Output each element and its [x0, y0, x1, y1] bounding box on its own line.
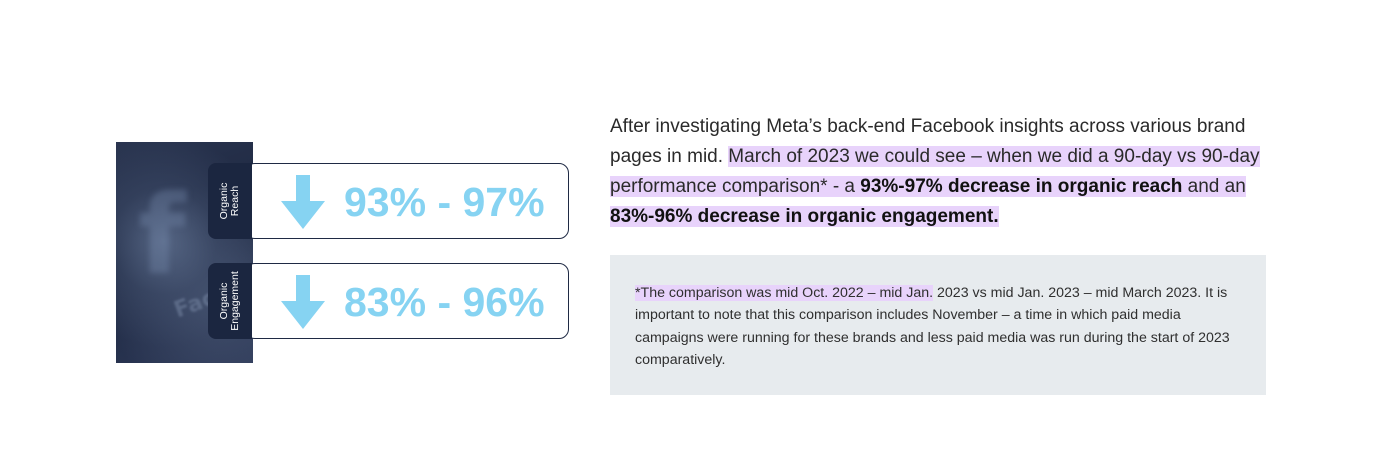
intro-highlight-text: March of 2023 we could see – when we did…	[610, 146, 1260, 227]
organic-reach-card: 93% - 97%	[245, 163, 569, 239]
organic-reach-label: Organic Reach	[218, 182, 241, 220]
arrow-down-icon	[281, 275, 325, 329]
intro-highlight-2: and an	[1182, 176, 1246, 197]
organic-reach-value: 93% - 97%	[344, 179, 545, 225]
organic-engagement-label: Organic Engagement	[218, 271, 242, 331]
stats-infographic: f Fac 93% - 97% Organic Reach 83% - 96% …	[116, 142, 576, 364]
facebook-logo-icon: f	[138, 171, 186, 299]
footnote-text: 2023 vs mid Jan. 2023 – mid March 2023. …	[635, 285, 1230, 368]
intro-bold-engagement: 83%-96% decrease in organic engagement.	[610, 206, 999, 227]
intro-bold-reach: 93%-97% decrease in organic reach	[860, 176, 1183, 197]
intro-highlight-1: March of 2023 we could see – when we did…	[610, 146, 1260, 197]
footnote-box: *The comparison was mid Oct. 2022 – mid …	[610, 255, 1266, 395]
organic-engagement-card: 83% - 96%	[245, 263, 569, 339]
organic-reach-tab: Organic Reach	[208, 163, 252, 239]
organic-engagement-value: 83% - 96%	[344, 279, 545, 325]
arrow-down-icon	[281, 175, 325, 229]
intro-lead-text: After investigating Meta’s back-end Face…	[610, 116, 1246, 167]
footnote-highlight: *The comparison was mid Oct. 2022 – mid …	[635, 285, 934, 301]
organic-engagement-tab: Organic Engagement	[208, 263, 252, 339]
intro-paragraph: After investigating Meta’s back-end Face…	[610, 112, 1275, 232]
